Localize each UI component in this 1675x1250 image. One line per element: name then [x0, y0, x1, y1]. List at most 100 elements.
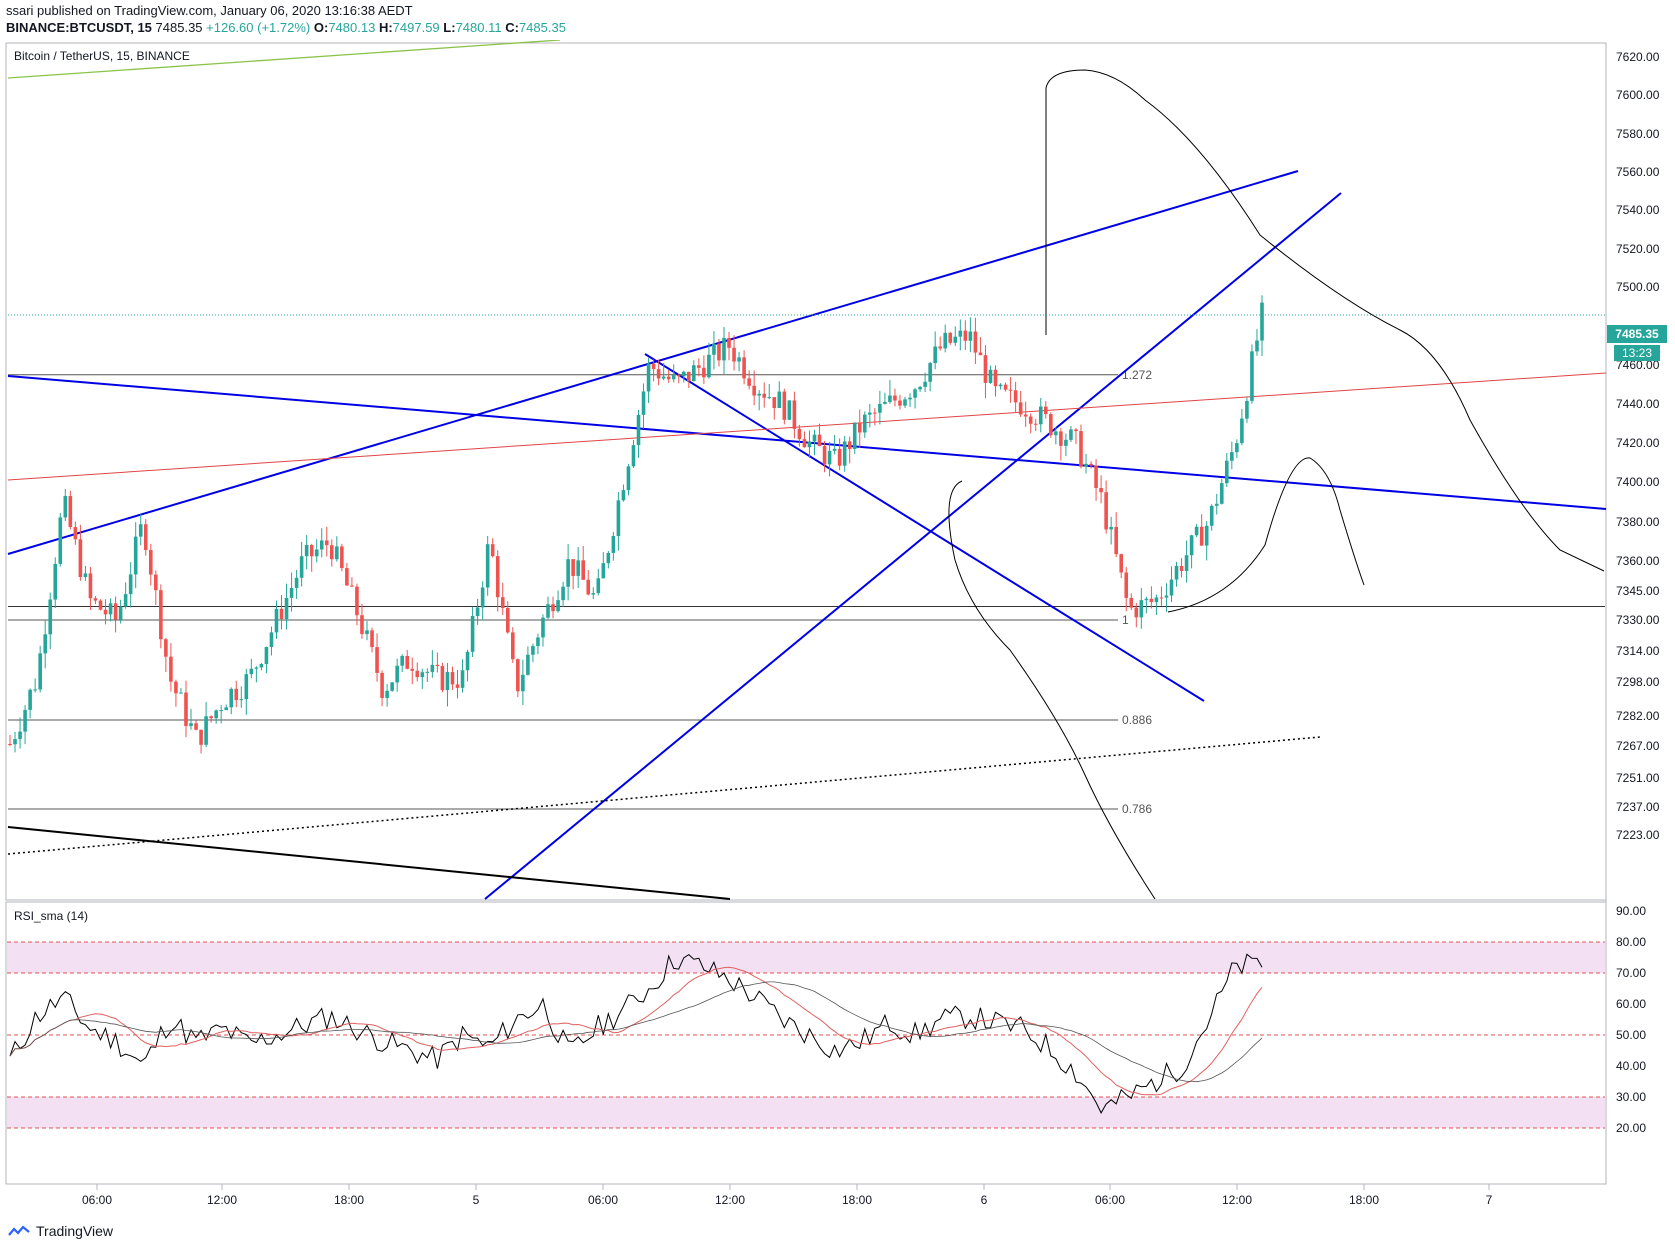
- candle-body-172: [873, 412, 877, 414]
- candle-body-180: [913, 389, 917, 398]
- price-tick-9: 7420.00: [1616, 436, 1660, 450]
- candle-body-31: [164, 639, 168, 657]
- rsi-tick-7: 20.00: [1616, 1121, 1646, 1135]
- candle-body-96: [490, 544, 495, 557]
- candle-body-108: [551, 604, 555, 612]
- candle-body-74: [380, 672, 384, 698]
- time-tick-11: 7: [1486, 1193, 1493, 1207]
- candle-body-15: [83, 573, 88, 578]
- candle-body-28: [148, 550, 153, 575]
- candle-body-169: [857, 422, 862, 433]
- candle-body-156: [792, 400, 797, 429]
- candle-body-126: [641, 391, 646, 415]
- candle-body-231: [1169, 579, 1174, 596]
- candle-body-5: [33, 689, 37, 691]
- candle-body-242: [1225, 460, 1229, 484]
- candle-body-4: [28, 689, 32, 710]
- candle-body-132: [671, 375, 676, 380]
- candle-body-121: [616, 500, 621, 536]
- candle-body-24: [128, 574, 133, 595]
- candle-body-32: [169, 656, 173, 682]
- candle-body-201: [1018, 402, 1023, 415]
- candle-body-245: [1240, 418, 1244, 444]
- close-value: 7485.35: [518, 20, 566, 35]
- candle-body-159: [807, 441, 812, 448]
- candle-body-1: [13, 739, 17, 745]
- main-chart-title: Bitcoin / TetherUS, 15, BINANCE: [14, 49, 190, 63]
- candle-body-33: [174, 681, 178, 694]
- candle-body-133: [676, 375, 681, 377]
- candle-body-228: [1154, 597, 1159, 603]
- candle-body-63: [324, 540, 329, 546]
- symbol-label: BINANCE:BTCUSDT, 15: [6, 20, 152, 35]
- candle-body-118: [601, 563, 606, 579]
- candle-body-105: [536, 637, 540, 647]
- candle-body-19: [103, 609, 108, 615]
- last-price-tag-text: 7485.35: [1615, 327, 1659, 341]
- candle-body-94: [480, 587, 485, 608]
- time-tick-1: 12:00: [207, 1193, 237, 1207]
- price-axis: 7620.00 7600.00 7580.00 7560.00 7540.00 7520.…: [1616, 50, 1660, 842]
- candle-body-206: [1043, 406, 1048, 415]
- candle-body-190: [963, 330, 968, 341]
- open-value: 7480.13: [328, 20, 376, 35]
- fib-label-0: 1.272: [1122, 368, 1152, 382]
- candle-body-179: [908, 397, 912, 400]
- projection-curve-right: [1167, 457, 1365, 613]
- price-tick-5: 7520.00: [1616, 242, 1660, 256]
- price-tick-14: 7330.00: [1616, 613, 1660, 627]
- candle-body-102: [521, 674, 525, 692]
- candle-body-46: [239, 699, 244, 701]
- rsi-axis: 90.00 80.00 70.00 60.00 50.00 40.00 30.00 20.00: [1616, 904, 1646, 1135]
- candle-body-170: [862, 414, 867, 433]
- candle-body-117: [596, 578, 601, 594]
- candle-body-40: [209, 716, 213, 719]
- candles: [8, 295, 1264, 754]
- price-tick-0: 7620.00: [1616, 50, 1660, 64]
- candle-body-13: [73, 527, 78, 540]
- candle-body-78: [400, 655, 404, 666]
- candle-body-75: [385, 690, 389, 698]
- candle-body-100: [511, 632, 515, 660]
- candle-body-90: [460, 670, 465, 688]
- rsi-band-1: [7, 1097, 1605, 1128]
- candle-body-141: [717, 343, 721, 361]
- candle-body-56: [289, 587, 294, 598]
- candle-body-115: [586, 579, 591, 595]
- candle-body-114: [581, 560, 586, 580]
- candle-body-11: [63, 496, 68, 518]
- candle-body-151: [767, 397, 772, 399]
- candle-body-188: [953, 336, 958, 343]
- candle-body-101: [516, 659, 520, 692]
- time-axis: 06:00 12:00 18:00 5 06:00 12:00 18:00 6 06:00 12:…: [82, 1184, 1493, 1207]
- candle-body-155: [787, 400, 792, 420]
- countdown-tag-text: 13:23: [1622, 346, 1652, 360]
- rsi-tick-2: 70.00: [1616, 966, 1646, 980]
- candle-body-119: [606, 552, 611, 564]
- price-tick-4: 7540.00: [1616, 203, 1660, 217]
- time-tick-9: 12:00: [1222, 1193, 1252, 1207]
- candle-body-14: [78, 539, 83, 578]
- candle-body-36: [189, 723, 193, 727]
- candle-body-217: [1099, 487, 1103, 493]
- candle-body-122: [621, 490, 626, 501]
- candle-body-123: [626, 466, 631, 491]
- candle-body-139: [707, 354, 711, 378]
- candle-body-144: [732, 347, 736, 362]
- candle-body-248: [1255, 340, 1259, 352]
- rsi-bands: [7, 941, 1605, 1129]
- candle-body-238: [1204, 525, 1209, 546]
- descending-trendline: [7, 375, 1607, 510]
- candle-body-140: [712, 343, 716, 355]
- candle-body-43: [224, 707, 229, 711]
- candle-body-222: [1124, 572, 1129, 598]
- candle-body-203: [1028, 416, 1033, 424]
- candle-body-95: [485, 544, 490, 588]
- candle-body-221: [1119, 554, 1124, 573]
- chart-canvas[interactable]: 1.272 1 0.886 0.786 Bitcoin / TetherUS, 15,…: [0, 40, 1675, 1220]
- price-tick-12: 7360.00: [1616, 554, 1660, 568]
- candle-body-146: [742, 357, 746, 379]
- candle-body-160: [812, 434, 817, 442]
- time-tick-6: 18:00: [842, 1193, 872, 1207]
- candle-body-7: [43, 634, 47, 654]
